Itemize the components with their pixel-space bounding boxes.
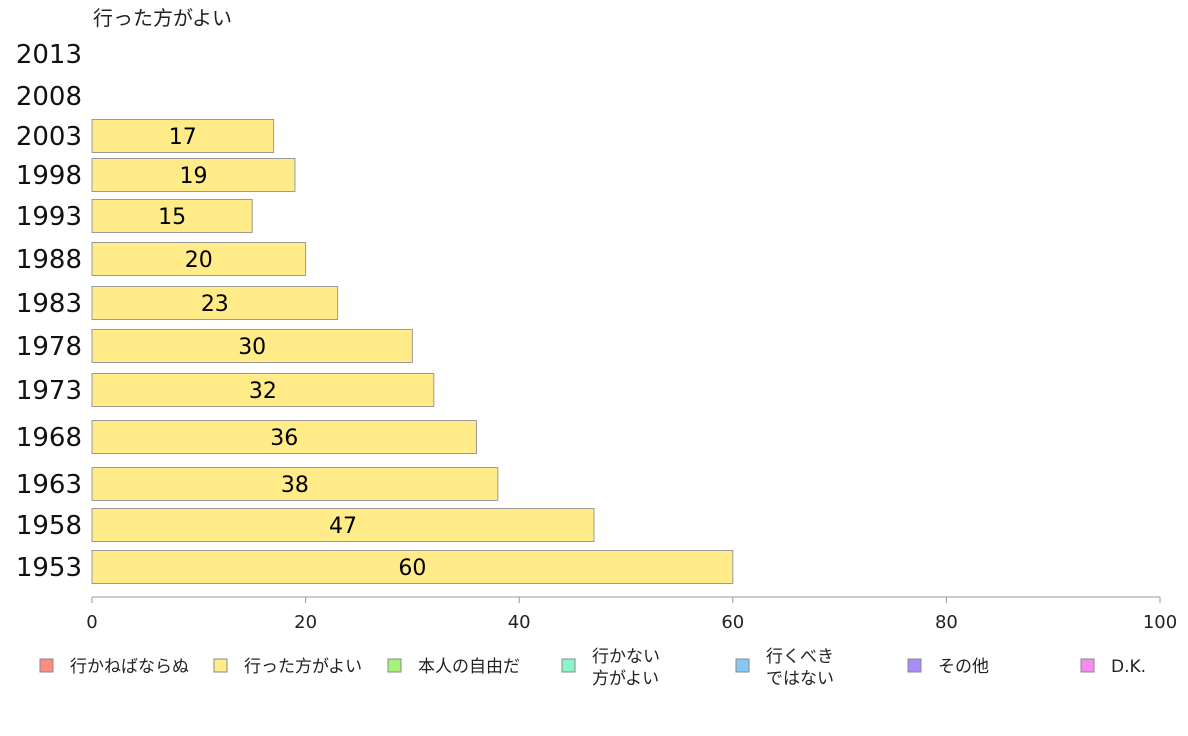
- legend-label: 行かねばならぬ: [70, 657, 189, 677]
- category-label: 1953: [16, 553, 82, 583]
- category-label: 1993: [16, 202, 82, 232]
- category-label: 1998: [16, 161, 82, 191]
- x-tick-label: 0: [86, 612, 97, 633]
- x-tick-label: 20: [294, 612, 317, 633]
- legend-label: 行った方がよい: [244, 657, 362, 677]
- bar-value-label: 17: [169, 125, 197, 150]
- bar: [91, 373, 435, 407]
- bar-value-label: 36: [270, 426, 298, 451]
- legend-swatch: [735, 658, 750, 673]
- legend-label: その他: [938, 657, 989, 677]
- legend-swatch: [907, 658, 922, 673]
- category-label: 1963: [16, 470, 82, 500]
- category-label: 1978: [16, 332, 82, 362]
- chart-title: 行った方がよい: [93, 6, 232, 30]
- x-tick-label: 100: [1143, 612, 1177, 633]
- x-axis: 0 20 40 60 80 100: [86, 596, 1177, 633]
- bar: [91, 550, 734, 584]
- legend-label: 行くべき: [766, 647, 834, 667]
- bar-value-label: 60: [398, 556, 426, 581]
- bar: [91, 158, 296, 192]
- bar: [91, 199, 253, 233]
- bar: [91, 467, 499, 501]
- legend-label: D.K.: [1111, 657, 1146, 677]
- legend-swatch: [387, 658, 402, 673]
- category-label: 2003: [16, 122, 82, 152]
- category-label: 1988: [16, 245, 82, 275]
- bar-value-label: 38: [281, 473, 309, 498]
- bars-group: 2013 2008 2003 17 1998 19 1993 15 1988 20 1983 23 19…: [16, 40, 734, 584]
- bar: [91, 508, 595, 542]
- bar: [91, 242, 307, 276]
- legend-swatch: [561, 658, 576, 673]
- bar: [91, 286, 339, 320]
- x-tick-label: 40: [508, 612, 531, 633]
- x-tick-label: 80: [935, 612, 958, 633]
- legend-label: 本人の自由だ: [418, 657, 520, 677]
- legend-label: ではない: [766, 669, 834, 689]
- bar: [91, 420, 477, 454]
- bar-value-label: 32: [249, 379, 277, 404]
- category-label: 1968: [16, 423, 82, 453]
- legend-label: 行かない: [592, 647, 660, 667]
- legend-swatch: [213, 658, 228, 673]
- bar: [91, 329, 413, 363]
- category-label: 2013: [16, 40, 82, 70]
- category-label: 1973: [16, 376, 82, 406]
- legend-swatch: [39, 658, 54, 673]
- category-label: 2008: [16, 82, 82, 112]
- bar-value-label: 20: [185, 248, 213, 273]
- bar: [91, 119, 275, 153]
- legend-swatch: [1080, 658, 1095, 673]
- bar-value-label: 47: [329, 514, 357, 539]
- x-tick-label: 60: [721, 612, 744, 633]
- category-label: 1983: [16, 289, 82, 319]
- bar-value-label: 19: [179, 164, 207, 189]
- bar-value-label: 30: [238, 335, 266, 360]
- bar-value-label: 23: [201, 292, 229, 317]
- bar-value-label: 15: [158, 205, 186, 230]
- legend-label: 方がよい: [592, 669, 659, 689]
- category-label: 1958: [16, 511, 82, 541]
